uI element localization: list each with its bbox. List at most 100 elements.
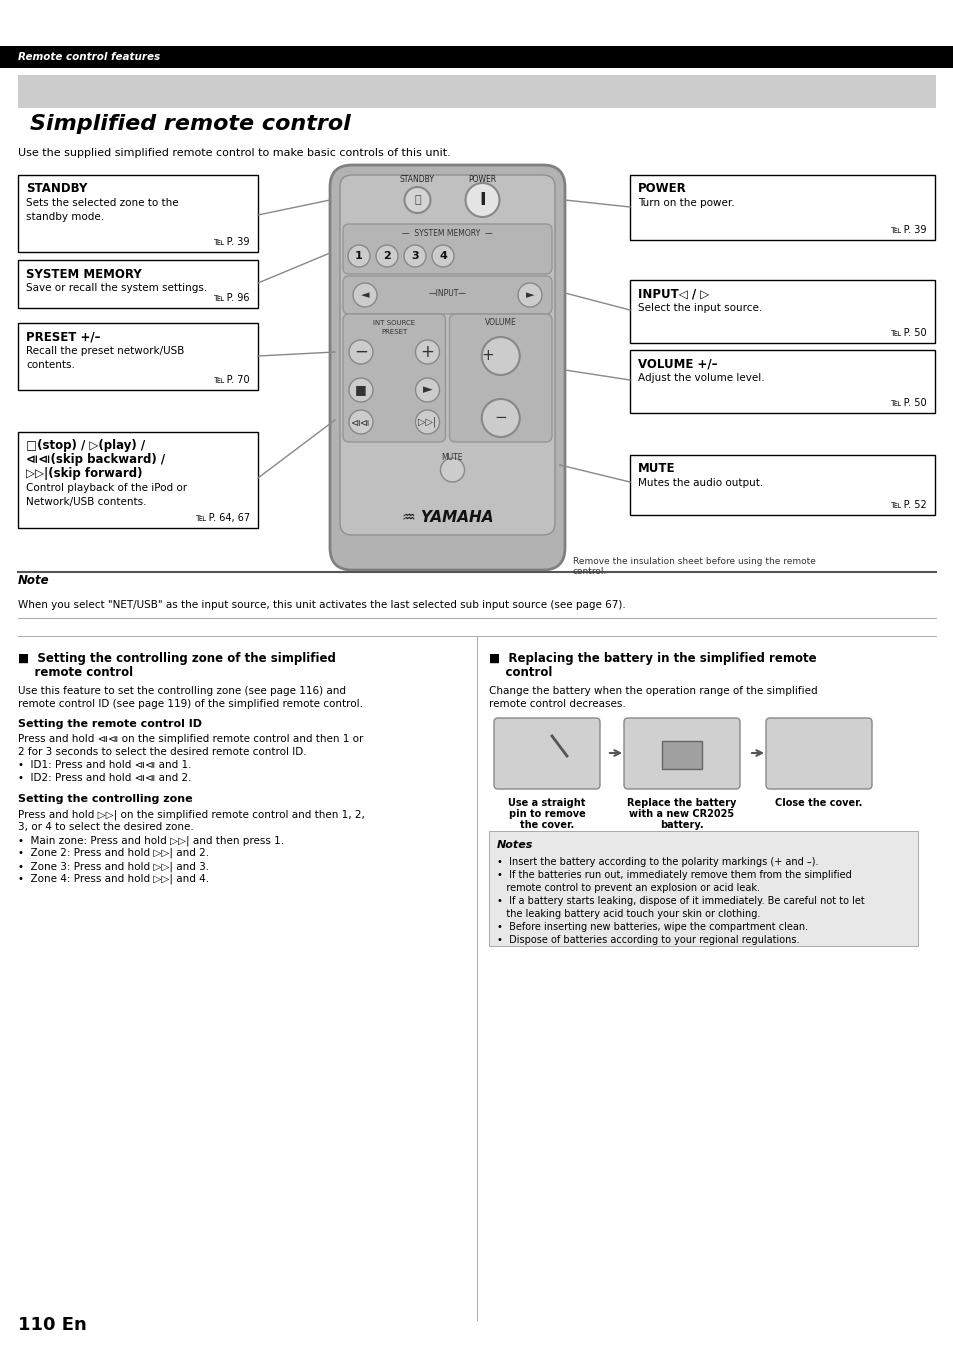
Bar: [0, 46, 953, 68]
Text: remote control decreases.: remote control decreases.: [489, 698, 625, 709]
Text: •  Zone 2: Press and hold ▷▷| and 2.: • Zone 2: Press and hold ▷▷| and 2.: [18, 848, 209, 858]
Text: •  Main zone: Press and hold ▷▷| and then press 1.: • Main zone: Press and hold ▷▷| and then…: [18, 835, 284, 846]
Text: battery.: battery.: [659, 820, 703, 830]
Circle shape: [517, 282, 541, 307]
Text: remote control ID (see page 119) of the simplified remote control.: remote control ID (see page 119) of the …: [18, 698, 363, 709]
Text: 3: 3: [411, 251, 418, 261]
Text: ℡ P. 52: ℡ P. 52: [889, 500, 926, 509]
Text: ◄: ◄: [360, 290, 369, 300]
Text: •  ID2: Press and hold ⧏⧏ and 2.: • ID2: Press and hold ⧏⧏ and 2.: [18, 773, 192, 784]
Text: remote control to prevent an explosion or acid leak.: remote control to prevent an explosion o…: [497, 884, 760, 893]
Text: •  Insert the battery according to the polarity markings (+ and –).: • Insert the battery according to the po…: [497, 857, 818, 867]
Text: the leaking battery acid touch your skin or clothing.: the leaking battery acid touch your skin…: [497, 909, 760, 919]
Circle shape: [416, 340, 439, 363]
Text: Control playback of the iPod or: Control playback of the iPod or: [26, 484, 187, 493]
Text: standby mode.: standby mode.: [26, 212, 104, 222]
Text: Network/USB contents.: Network/USB contents.: [26, 497, 147, 507]
Circle shape: [349, 340, 373, 363]
Text: ▷▷|: ▷▷|: [418, 416, 436, 427]
Text: ►: ►: [422, 384, 432, 396]
FancyBboxPatch shape: [343, 313, 445, 442]
Text: ⏻: ⏻: [414, 195, 420, 205]
Text: PRESET +/–: PRESET +/–: [26, 331, 100, 343]
FancyBboxPatch shape: [330, 165, 564, 570]
Text: ℡ P. 39: ℡ P. 39: [889, 226, 926, 235]
Text: with a new CR2025: with a new CR2025: [629, 809, 734, 819]
Circle shape: [375, 245, 397, 267]
Bar: [18, 432, 257, 528]
Text: remote control: remote control: [18, 666, 133, 680]
Text: Save or recall the system settings.: Save or recall the system settings.: [26, 282, 207, 293]
Text: SYSTEM MEMORY: SYSTEM MEMORY: [26, 267, 142, 281]
Text: 1: 1: [355, 251, 362, 261]
Text: POWER: POWER: [638, 182, 686, 196]
Text: ♒ YAMAHA: ♒ YAMAHA: [401, 511, 493, 526]
Bar: [629, 350, 934, 413]
Text: •  If the batteries run out, immediately remove them from the simplified: • If the batteries run out, immediately …: [497, 870, 851, 880]
Text: Press and hold ⧏⧏ on the simplified remote control and then 1 or: Press and hold ⧏⧏ on the simplified remo…: [18, 734, 363, 744]
Text: Recall the preset network/USB: Recall the preset network/USB: [26, 346, 184, 357]
FancyBboxPatch shape: [765, 717, 871, 789]
Text: MUTE: MUTE: [638, 462, 675, 476]
Circle shape: [349, 409, 373, 434]
Text: Setting the remote control ID: Setting the remote control ID: [18, 719, 202, 730]
Text: 2: 2: [383, 251, 391, 261]
Circle shape: [432, 245, 454, 267]
Text: Close the cover.: Close the cover.: [775, 798, 862, 808]
Text: Press and hold ▷▷| on the simplified remote control and then 1, 2,: Press and hold ▷▷| on the simplified rem…: [18, 809, 364, 820]
Text: Simplified remote control: Simplified remote control: [30, 113, 351, 134]
Text: VOLUME +/–: VOLUME +/–: [638, 358, 717, 370]
Text: ℡ P. 64, 67: ℡ P. 64, 67: [194, 513, 250, 523]
Text: ■: ■: [355, 384, 367, 396]
Text: Notes: Notes: [497, 840, 533, 850]
Text: POWER: POWER: [468, 176, 497, 184]
Text: —INPUT—: —INPUT—: [428, 289, 466, 299]
Text: Remote control features: Remote control features: [18, 51, 160, 62]
Text: Note: Note: [18, 574, 50, 586]
FancyBboxPatch shape: [623, 717, 740, 789]
Text: −: −: [494, 411, 507, 426]
Circle shape: [481, 336, 519, 376]
Bar: [18, 76, 935, 108]
Bar: [629, 280, 934, 343]
Text: •  Zone 4: Press and hold ▷▷| and 4.: • Zone 4: Press and hold ▷▷| and 4.: [18, 874, 209, 885]
Circle shape: [404, 186, 430, 213]
Bar: [18, 323, 257, 390]
FancyBboxPatch shape: [494, 717, 599, 789]
Text: 4: 4: [438, 251, 446, 261]
Text: •  If a battery starts leaking, dispose of it immediately. Be careful not to let: • If a battery starts leaking, dispose o…: [497, 896, 863, 907]
Text: Use the supplied simplified remote control to make basic controls of this unit.: Use the supplied simplified remote contr…: [18, 149, 450, 158]
Text: ℡ P. 39: ℡ P. 39: [213, 236, 250, 247]
Text: ▷▷|(skip forward): ▷▷|(skip forward): [26, 467, 142, 481]
Circle shape: [349, 378, 373, 403]
FancyBboxPatch shape: [449, 313, 552, 442]
Text: •  Dispose of batteries according to your regional regulations.: • Dispose of batteries according to your…: [497, 935, 799, 944]
Text: 3, or 4 to select the desired zone.: 3, or 4 to select the desired zone.: [18, 821, 193, 832]
Text: ℡ P. 70: ℡ P. 70: [213, 376, 250, 385]
Bar: [18, 176, 257, 253]
Circle shape: [481, 399, 519, 436]
Text: •  Zone 3: Press and hold ▷▷| and 3.: • Zone 3: Press and hold ▷▷| and 3.: [18, 861, 209, 871]
FancyBboxPatch shape: [339, 176, 555, 535]
Text: ■  Setting the controlling zone of the simplified: ■ Setting the controlling zone of the si…: [18, 653, 335, 665]
Bar: [489, 831, 917, 946]
Text: When you select "NET/USB" as the input source, this unit activates the last sele: When you select "NET/USB" as the input s…: [18, 600, 625, 611]
Text: Sets the selected zone to the: Sets the selected zone to the: [26, 199, 178, 208]
FancyBboxPatch shape: [343, 276, 552, 313]
Circle shape: [440, 458, 464, 482]
Circle shape: [416, 409, 439, 434]
Bar: [661, 740, 701, 769]
Text: Use a straight: Use a straight: [508, 798, 585, 808]
Bar: [629, 455, 934, 515]
Text: •  ID1: Press and hold ⧏⧏ and 1.: • ID1: Press and hold ⧏⧏ and 1.: [18, 761, 192, 770]
Text: Replace the battery: Replace the battery: [627, 798, 736, 808]
Text: •  Before inserting new batteries, wipe the compartment clean.: • Before inserting new batteries, wipe t…: [497, 921, 807, 932]
Text: —  SYSTEM MEMORY  —: — SYSTEM MEMORY —: [402, 230, 493, 238]
Text: Select the input source.: Select the input source.: [638, 303, 761, 313]
Text: ⧏⧏(skip backward) /: ⧏⧏(skip backward) /: [26, 454, 165, 466]
Text: I: I: [478, 190, 485, 209]
Text: ℡ P. 50: ℡ P. 50: [889, 328, 926, 338]
Circle shape: [416, 378, 439, 403]
Text: ►: ►: [525, 290, 534, 300]
Circle shape: [353, 282, 376, 307]
